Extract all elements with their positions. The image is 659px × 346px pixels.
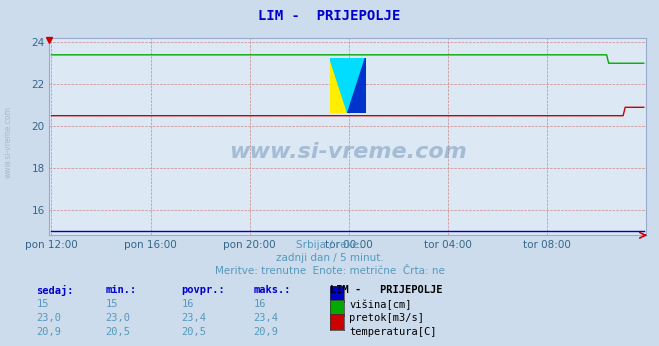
Text: min.:: min.: bbox=[105, 285, 136, 295]
Text: povpr.:: povpr.: bbox=[181, 285, 225, 295]
Text: 20,9: 20,9 bbox=[36, 327, 61, 337]
Text: zadnji dan / 5 minut.: zadnji dan / 5 minut. bbox=[275, 253, 384, 263]
Text: 23,4: 23,4 bbox=[254, 313, 279, 323]
Polygon shape bbox=[330, 58, 366, 113]
Text: www.si-vreme.com: www.si-vreme.com bbox=[229, 143, 467, 163]
Text: 20,5: 20,5 bbox=[181, 327, 206, 337]
Text: pretok[m3/s]: pretok[m3/s] bbox=[349, 313, 424, 323]
Text: www.si-vreme.com: www.si-vreme.com bbox=[3, 106, 13, 178]
Text: LIM -   PRIJEPOLJE: LIM - PRIJEPOLJE bbox=[330, 285, 442, 295]
Text: 15: 15 bbox=[36, 299, 49, 309]
Text: Srbija / reke.: Srbija / reke. bbox=[297, 240, 362, 251]
Text: 16: 16 bbox=[181, 299, 194, 309]
Text: 20,9: 20,9 bbox=[254, 327, 279, 337]
Text: 23,4: 23,4 bbox=[181, 313, 206, 323]
Text: sedaj:: sedaj: bbox=[36, 285, 74, 297]
Text: temperatura[C]: temperatura[C] bbox=[349, 327, 437, 337]
Text: 15: 15 bbox=[105, 299, 118, 309]
Text: 16: 16 bbox=[254, 299, 266, 309]
Text: LIM -  PRIJEPOLJE: LIM - PRIJEPOLJE bbox=[258, 9, 401, 22]
Text: maks.:: maks.: bbox=[254, 285, 291, 295]
Text: 23,0: 23,0 bbox=[105, 313, 130, 323]
Polygon shape bbox=[348, 58, 366, 113]
Text: 20,5: 20,5 bbox=[105, 327, 130, 337]
Text: višina[cm]: višina[cm] bbox=[349, 299, 412, 310]
Polygon shape bbox=[330, 58, 348, 113]
Text: 23,0: 23,0 bbox=[36, 313, 61, 323]
Text: Meritve: trenutne  Enote: metrične  Črta: ne: Meritve: trenutne Enote: metrične Črta: … bbox=[215, 266, 444, 276]
